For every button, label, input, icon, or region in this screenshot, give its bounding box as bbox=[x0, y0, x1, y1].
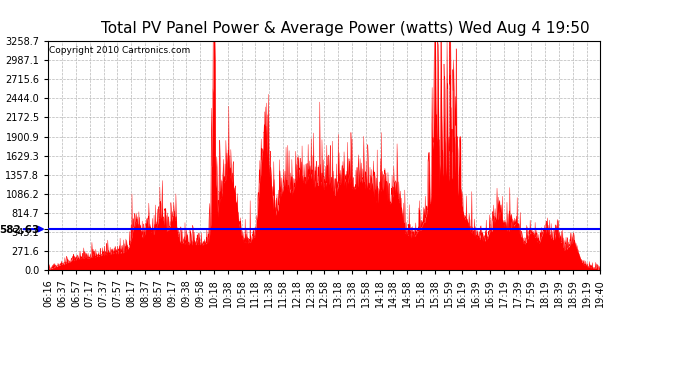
Text: Total PV Panel Power & Average Power (watts) Wed Aug 4 19:50: Total PV Panel Power & Average Power (wa… bbox=[101, 21, 589, 36]
Text: Copyright 2010 Cartronics.com: Copyright 2010 Cartronics.com bbox=[50, 46, 190, 55]
